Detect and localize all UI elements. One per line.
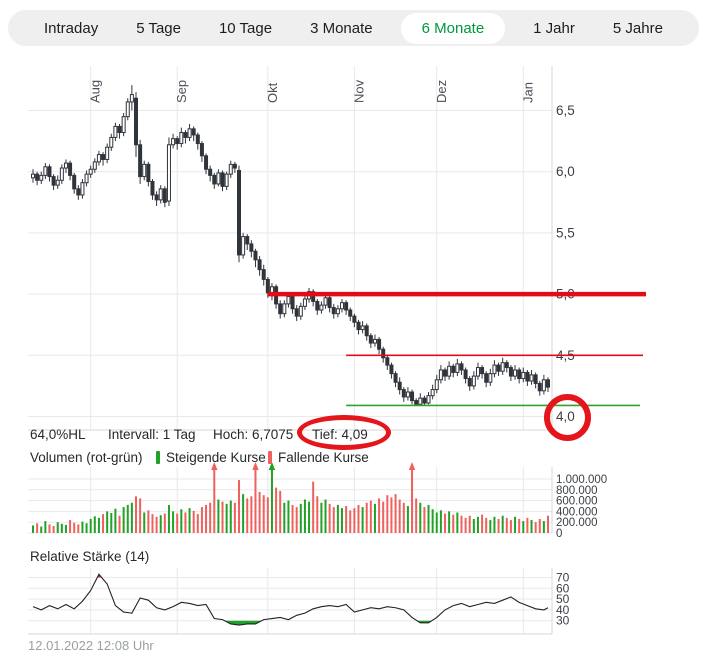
status-interval: Intervall: 1 Tag — [108, 427, 196, 442]
svg-text:Okt: Okt — [265, 82, 280, 103]
tab-3-monate[interactable]: 3 Monate — [310, 19, 373, 37]
legend-down: Fallende Kurse — [268, 450, 369, 465]
svg-text:Jan: Jan — [520, 82, 535, 103]
svg-text:60: 60 — [556, 581, 570, 595]
svg-text:Dez: Dez — [434, 80, 449, 103]
annotation-oval-tief — [297, 415, 391, 450]
tab-intraday[interactable]: Intraday — [44, 19, 99, 37]
status-high: Hoch: 6,7075 — [213, 427, 294, 442]
svg-text:600.000: 600.000 — [556, 496, 598, 508]
status-hl-percent: 64,0%HL — [30, 427, 86, 442]
volume-title: Volumen (rot-grün) — [30, 450, 143, 465]
up-bar-icon — [156, 451, 160, 464]
tab-6-monate[interactable]: 6 Monate — [400, 12, 506, 44]
svg-text:200.000: 200.000 — [556, 517, 598, 529]
legend-up: Steigende Kurse — [156, 450, 266, 465]
tab-5-jahre[interactable]: 5 Jahre — [612, 19, 663, 37]
svg-text:50: 50 — [556, 592, 570, 606]
svg-text:40: 40 — [556, 603, 570, 617]
annotation-oval-price-level — [544, 394, 591, 441]
svg-text:1.000.000: 1.000.000 — [556, 474, 607, 486]
svg-text:0: 0 — [556, 528, 562, 540]
tab-1-jahr[interactable]: 1 Jahr — [533, 19, 575, 37]
svg-text:6,5: 6,5 — [556, 103, 575, 118]
down-bar-icon — [268, 451, 272, 464]
volume-legend: Volumen (rot-grün) Steigende Kurse Falle… — [0, 450, 707, 466]
svg-text:30: 30 — [556, 614, 570, 628]
svg-text:400.000: 400.000 — [556, 506, 598, 518]
timestamp: 12.01.2022 12:08 Uhr — [28, 638, 154, 653]
svg-text:Sep: Sep — [174, 80, 189, 103]
tab-5-tage[interactable]: 5 Tage — [136, 19, 181, 37]
svg-text:Aug: Aug — [88, 80, 103, 103]
svg-text:70: 70 — [556, 571, 570, 585]
svg-text:Nov: Nov — [351, 79, 366, 103]
svg-text:6,0: 6,0 — [556, 164, 575, 179]
rsi-title: Relative Stärke (14) — [30, 549, 150, 564]
tab-10-tage[interactable]: 10 Tage — [218, 19, 273, 37]
svg-text:800.000: 800.000 — [556, 485, 598, 497]
period-tabbar: Intraday 5 Tage 10 Tage 3 Monate 6 Monate 1 J… — [8, 10, 699, 46]
svg-text:5,5: 5,5 — [556, 225, 575, 240]
